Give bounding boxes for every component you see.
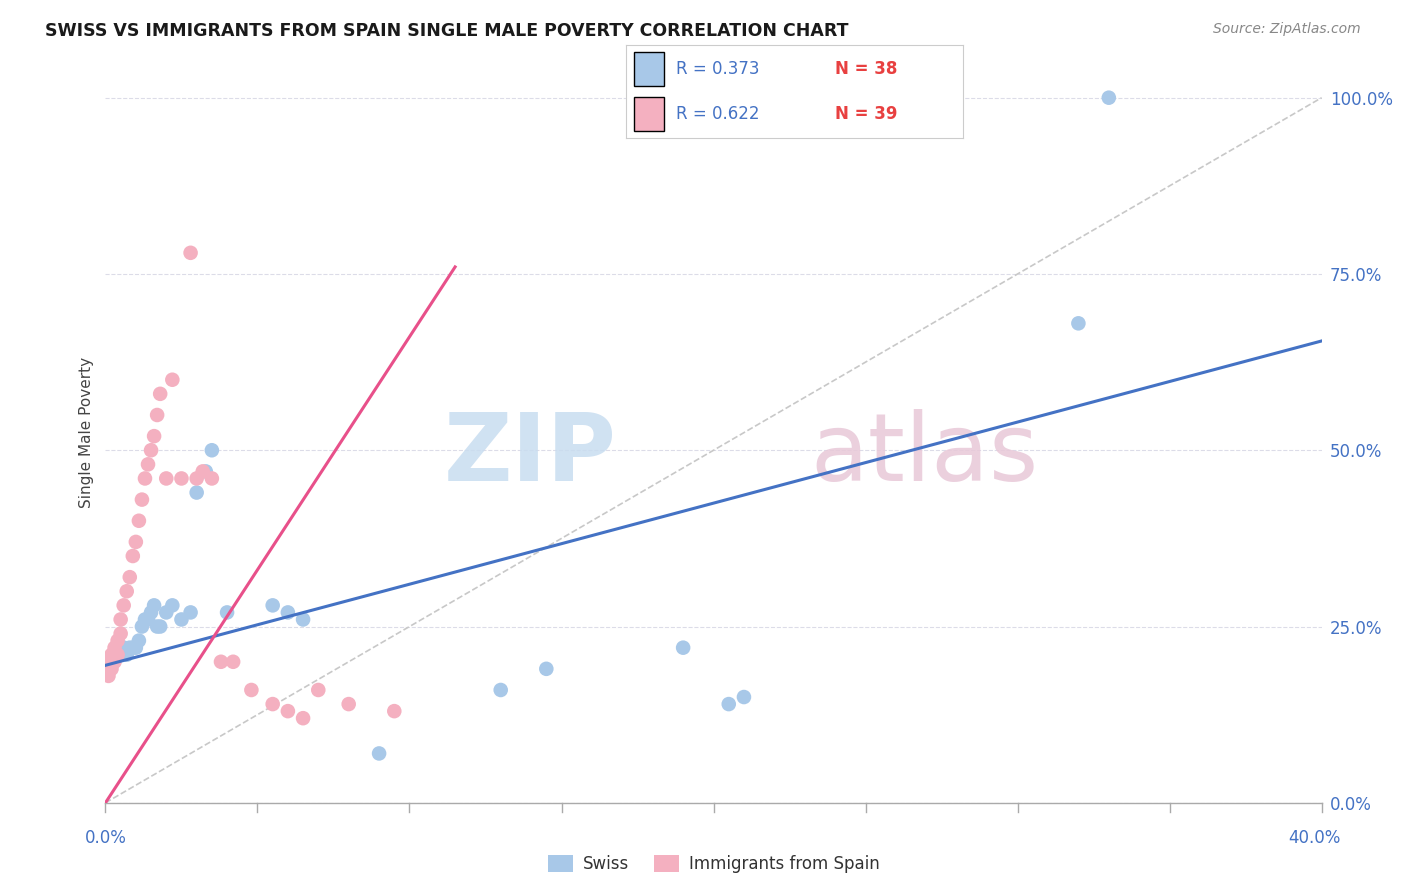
Point (125, 640, 148, 655)
Text: R = 0.622: R = 0.622 (676, 105, 759, 123)
Text: atlas: atlas (811, 409, 1039, 500)
Point (262, 599, 284, 613)
Point (110, 626, 132, 640)
Text: 0.0%: 0.0% (84, 829, 127, 847)
Point (170, 612, 193, 626)
Point (292, 612, 315, 626)
Point (103, 648, 125, 662)
Text: N = 38: N = 38 (835, 60, 897, 78)
Text: SWISS VS IMMIGRANTS FROM SPAIN SINGLE MALE POVERTY CORRELATION CHART: SWISS VS IMMIGRANTS FROM SPAIN SINGLE MA… (45, 22, 848, 40)
Point (194, 464, 217, 478)
Point (103, 640, 125, 655)
Point (337, 697, 360, 711)
Point (146, 619, 169, 633)
Point (180, 606, 202, 620)
Point (162, 373, 184, 387)
Point (100, 662, 122, 676)
Point (201, 443, 224, 458)
Point (180, 245, 202, 260)
Point (489, 683, 512, 698)
Point (155, 606, 177, 620)
Point (139, 606, 162, 620)
Point (146, 408, 169, 422)
Point (118, 640, 141, 655)
Point (131, 492, 153, 507)
Point (307, 683, 329, 698)
Point (824, 91, 846, 105)
Point (107, 648, 129, 662)
Point (134, 471, 156, 485)
Point (139, 443, 162, 458)
Point (201, 471, 224, 485)
Point (186, 485, 208, 500)
Point (128, 514, 150, 528)
Point (149, 387, 172, 401)
Point (162, 599, 184, 613)
Point (112, 640, 135, 655)
Point (125, 535, 148, 549)
Point (222, 655, 245, 669)
Y-axis label: Single Male Poverty: Single Male Poverty (79, 357, 94, 508)
FancyBboxPatch shape (634, 97, 665, 131)
Point (136, 458, 159, 472)
Point (128, 633, 150, 648)
Point (112, 599, 135, 613)
Point (277, 704, 299, 718)
Point (121, 549, 143, 563)
Point (118, 570, 141, 584)
Legend: Swiss, Immigrants from Spain: Swiss, Immigrants from Spain (541, 848, 886, 880)
Point (191, 464, 214, 478)
Point (110, 648, 132, 662)
Text: R = 0.373: R = 0.373 (676, 60, 759, 78)
Point (100, 648, 122, 662)
Point (277, 606, 299, 620)
Text: N = 39: N = 39 (835, 105, 897, 123)
Point (733, 690, 755, 704)
Point (97, 655, 120, 669)
Point (115, 648, 138, 662)
Point (97, 662, 120, 676)
Point (240, 683, 263, 698)
Point (209, 655, 232, 669)
Text: ZIP: ZIP (443, 409, 616, 500)
Point (136, 612, 159, 626)
Point (97, 669, 120, 683)
Point (382, 704, 405, 718)
Point (536, 662, 558, 676)
Point (131, 619, 153, 633)
Text: Source: ZipAtlas.com: Source: ZipAtlas.com (1213, 22, 1361, 37)
Point (717, 697, 740, 711)
Point (149, 619, 172, 633)
Point (134, 612, 156, 626)
Point (110, 612, 132, 626)
Point (155, 471, 177, 485)
Point (103, 655, 125, 669)
Point (368, 747, 391, 761)
Text: 40.0%: 40.0% (1288, 829, 1341, 847)
Point (170, 471, 193, 485)
Point (100, 655, 122, 669)
Point (143, 429, 166, 443)
Point (1067, 316, 1090, 330)
FancyBboxPatch shape (634, 52, 665, 86)
Point (107, 633, 129, 648)
Point (1098, 91, 1121, 105)
Point (217, 606, 239, 620)
Point (143, 599, 166, 613)
Point (292, 711, 315, 725)
Point (672, 640, 695, 655)
Point (115, 584, 138, 599)
Point (262, 697, 284, 711)
Point (121, 640, 143, 655)
Point (186, 471, 208, 485)
Point (107, 640, 129, 655)
